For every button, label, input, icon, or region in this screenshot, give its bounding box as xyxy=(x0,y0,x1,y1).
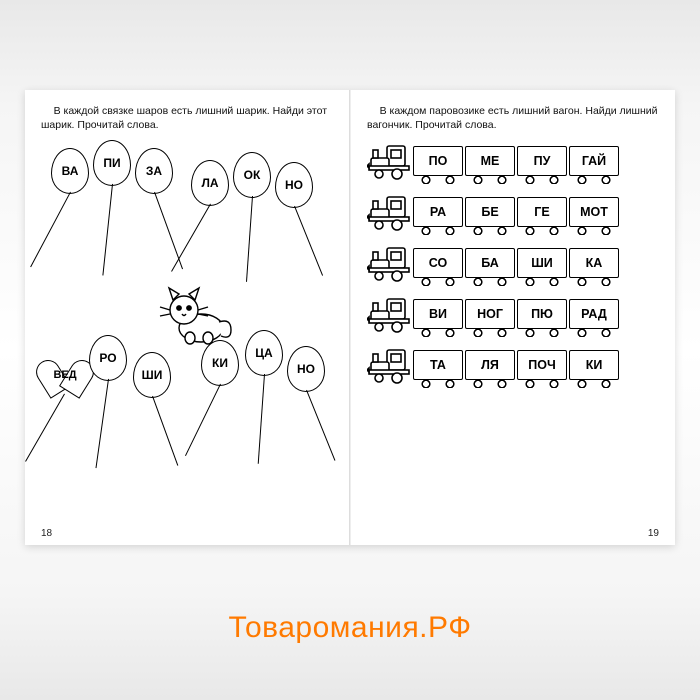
balloon-label: ВА xyxy=(62,164,79,178)
wagon: ПО xyxy=(413,146,463,176)
balloon: НО xyxy=(287,346,325,392)
balloon-label: ПИ xyxy=(103,156,120,170)
balloon: ВЕД xyxy=(45,350,83,388)
wagon: МОТ xyxy=(569,197,619,227)
trains-area: ПОМЕПУГАЙ РАБЕГЕМОТ СОБАШИКА ВИНОГПЮРАД xyxy=(367,140,659,384)
wagon: ГАЙ xyxy=(569,146,619,176)
wagon: НОГ xyxy=(465,299,515,329)
train-row: ВИНОГПЮРАД xyxy=(367,293,659,333)
locomotive-icon xyxy=(367,191,411,231)
right-instruction: В каждом паровозике есть лишний вагон. Н… xyxy=(367,104,659,132)
balloon-label: ШИ xyxy=(142,368,163,382)
balloon-string xyxy=(258,374,266,464)
wagon: ПОЧ xyxy=(517,350,567,380)
balloon-label: ЗА xyxy=(146,164,162,178)
wagon: БЕ xyxy=(465,197,515,227)
locomotive-icon xyxy=(367,293,411,333)
balloon-label: НО xyxy=(297,362,315,376)
balloon-string xyxy=(171,204,211,272)
page-right: В каждом паровозике есть лишний вагон. Н… xyxy=(350,90,675,545)
balloon-label: КИ xyxy=(212,356,228,370)
balloon: РО xyxy=(89,335,127,381)
wagon: РА xyxy=(413,197,463,227)
balloon: ОК xyxy=(233,152,271,198)
balloon-label: РО xyxy=(99,351,116,365)
left-instruction: В каждой связке шаров есть лишний шарик.… xyxy=(41,104,333,132)
wagon: ВИ xyxy=(413,299,463,329)
wagon: КИ xyxy=(569,350,619,380)
train-row: ТАЛЯПОЧКИ xyxy=(367,344,659,384)
balloon-string xyxy=(246,196,253,282)
book-spread: В каждой связке шаров есть лишний шарик.… xyxy=(25,90,675,545)
balloon: ЦА xyxy=(245,330,283,376)
balloons-area: ВА ПИ ЗА ЛА ОК НО ВЕД РО ШИ КИ ЦА НО xyxy=(41,140,333,480)
page-number-right: 19 xyxy=(648,528,659,539)
train-row: РАБЕГЕМОТ xyxy=(367,191,659,231)
wagon: СО xyxy=(413,248,463,278)
balloon-label: НО xyxy=(285,178,303,192)
balloon: ШИ xyxy=(133,352,171,398)
watermark-text: Товаромания.РФ xyxy=(0,611,700,645)
locomotive-icon xyxy=(367,344,411,384)
balloon-label: ЦА xyxy=(255,346,272,360)
wagon: ГЕ xyxy=(517,197,567,227)
balloon: ВА xyxy=(51,148,89,194)
balloon-label: ЛА xyxy=(201,176,218,190)
balloon: ЗА xyxy=(135,148,173,194)
balloon-string xyxy=(30,192,71,268)
balloon-string xyxy=(185,384,221,456)
balloon: ЛА xyxy=(191,160,229,206)
wagon: ПЮ xyxy=(517,299,567,329)
wagon: РАД xyxy=(569,299,619,329)
balloon-label: ВЕД xyxy=(53,369,76,381)
wagon: ТА xyxy=(413,350,463,380)
balloon-string xyxy=(152,396,179,466)
balloon-string xyxy=(306,390,336,461)
wagon: ПУ xyxy=(517,146,567,176)
page-number-left: 18 xyxy=(41,528,52,539)
wagon: КА xyxy=(569,248,619,278)
locomotive-icon xyxy=(367,140,411,180)
balloon: КИ xyxy=(201,340,239,386)
train-row: ПОМЕПУГАЙ xyxy=(367,140,659,180)
wagon: ЛЯ xyxy=(465,350,515,380)
wagon: ШИ xyxy=(517,248,567,278)
balloon-string xyxy=(95,379,109,468)
balloon-label: ОК xyxy=(244,168,261,182)
balloon-string xyxy=(25,394,65,462)
wagon: МЕ xyxy=(465,146,515,176)
wagon: БА xyxy=(465,248,515,278)
balloon-string xyxy=(294,206,323,276)
balloon-string xyxy=(102,184,113,276)
locomotive-icon xyxy=(367,242,411,282)
train-row: СОБАШИКА xyxy=(367,242,659,282)
balloon: ПИ xyxy=(93,140,131,186)
page-left: В каждой связке шаров есть лишний шарик.… xyxy=(25,90,350,545)
balloon: НО xyxy=(275,162,313,208)
